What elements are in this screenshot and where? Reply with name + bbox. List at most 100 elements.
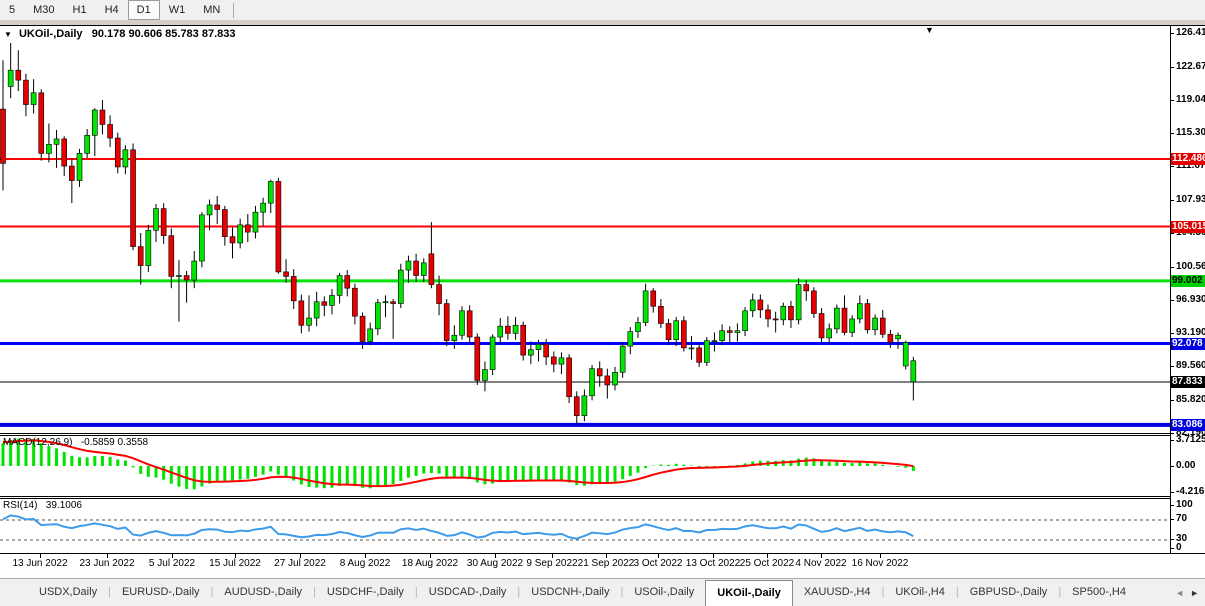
rsi-indicator-chart[interactable] <box>0 499 1170 553</box>
tab-usdchfdaily[interactable]: USDCHF-,Daily <box>326 586 404 598</box>
timeframe-button-h4[interactable]: H4 <box>104 4 119 16</box>
candle-body <box>550 356 557 365</box>
timeframe-button-mn[interactable]: MN <box>203 4 221 16</box>
candle-body <box>428 253 435 285</box>
tab-separator: | <box>620 586 624 598</box>
tab-usoildaily[interactable]: USOil-,Daily <box>634 586 695 598</box>
tab-ukoilh4[interactable]: UKOil-,H4 <box>895 586 945 598</box>
candle-body <box>772 318 779 321</box>
chart-symbol-label: UKOil-,Daily <box>18 28 83 40</box>
candle-body <box>719 330 725 341</box>
candle-body <box>443 303 450 341</box>
candle-body <box>734 330 741 333</box>
rsi-panel-top-border[interactable] <box>0 498 1170 499</box>
macd-axis-tick <box>1170 492 1174 493</box>
candle-body <box>329 295 335 306</box>
tab-ukoildaily[interactable]: UKOil-,Daily <box>705 580 793 606</box>
tab-separator: | <box>881 586 885 598</box>
candle-body <box>543 343 549 358</box>
candle-body <box>229 236 236 244</box>
rsi-axis-tick <box>1170 519 1174 520</box>
candle-body <box>30 92 37 105</box>
candle-body <box>420 262 427 276</box>
candle-body <box>482 369 488 381</box>
price-tick-mark <box>1170 33 1174 34</box>
candle-body <box>160 208 167 237</box>
price-level-badge: 105.015 <box>1171 220 1205 233</box>
price-tick-mark <box>1170 299 1174 301</box>
timeframe-button-d1[interactable]: D1 <box>127 0 160 20</box>
price-tick-mark <box>1170 400 1174 402</box>
chart-top-border <box>0 25 1205 26</box>
tab-usdxdaily[interactable]: USDX,Daily <box>39 586 98 598</box>
tab-usdcaddaily[interactable]: USDCAD-,Daily <box>428 586 507 598</box>
candle-body <box>176 275 182 277</box>
tab-gbpusddaily[interactable]: GBPUSD-,Daily <box>969 586 1048 598</box>
tab-scroll-right-icon[interactable]: ► <box>1190 588 1199 598</box>
candle-body <box>726 330 733 333</box>
candle-body <box>252 211 259 233</box>
price-tick-mark <box>1170 433 1174 434</box>
price-level-badge: 87.833 <box>1171 375 1205 388</box>
rsi-axis-label: 70 <box>1176 513 1188 524</box>
candle-body <box>237 224 243 244</box>
candle-body <box>910 360 917 383</box>
price-tick-label: 119.040 <box>1176 93 1205 105</box>
chart-shift-marker-icon[interactable]: ▼ <box>925 25 934 35</box>
tab-xauusdh4[interactable]: XAUUSD-,H4 <box>803 586 871 598</box>
candle-body <box>497 325 504 338</box>
date-label: 4 Nov 2022 <box>795 558 847 569</box>
candle-body <box>84 135 90 154</box>
candlestick-chart[interactable] <box>0 26 1170 433</box>
date-tick-mark <box>235 554 236 558</box>
timeframe-button-w1[interactable]: W1 <box>168 4 186 16</box>
price-tick-label: 100.560 <box>1176 260 1205 272</box>
tab-separator: | <box>955 586 959 598</box>
candle-body <box>168 235 175 277</box>
tab-eurusddaily[interactable]: EURUSD-,Daily <box>121 586 200 598</box>
candle-body <box>665 323 672 341</box>
candle-body <box>642 290 649 323</box>
candle-body <box>222 209 228 237</box>
timeframe-toolbar: 5 M30 H1 H4 D1 W1 MN <box>0 0 1205 20</box>
macd-label: MACD(12,26,9) -0.5859 0.3558 <box>3 437 149 448</box>
rsi-axis-label: 0 <box>1176 542 1182 553</box>
candle-body <box>38 92 45 154</box>
timeframe-button-m30[interactable]: M30 <box>33 4 55 16</box>
candle-body <box>650 290 657 307</box>
tab-usdcnhdaily[interactable]: USDCNH-,Daily <box>531 586 610 598</box>
tab-separator: | <box>108 586 111 598</box>
tab-scroll-left-icon[interactable]: ◄ <box>1175 588 1185 598</box>
tab-audusddaily[interactable]: AUDUSD-,Daily <box>224 586 303 598</box>
candle-body <box>856 303 863 320</box>
candle-body <box>46 144 52 154</box>
candle-body <box>872 317 878 331</box>
price-tick-mark <box>1170 133 1174 135</box>
timeframe-button-5[interactable]: 5 <box>9 4 16 16</box>
macd-panel-top-border[interactable] <box>0 435 1170 436</box>
price-tick-label: 82.190 <box>1176 427 1205 438</box>
date-tick-mark <box>767 554 768 558</box>
candle-body <box>336 275 343 296</box>
candle-body <box>61 138 68 167</box>
macd-axis-label: 0.00 <box>1176 460 1196 471</box>
candle-body <box>581 395 588 417</box>
candle-body <box>841 307 848 333</box>
tab-sp500h4[interactable]: SP500-,H4 <box>1072 586 1126 598</box>
candle-body <box>788 305 794 321</box>
timeframe-button-h1[interactable]: H1 <box>72 4 87 16</box>
tab-separator: | <box>414 586 418 598</box>
candle-body <box>397 269 404 304</box>
price-tick-mark <box>1170 333 1174 335</box>
macd-axis-label: -4.2165 <box>1176 486 1205 497</box>
price-tick-mark <box>1170 166 1174 168</box>
date-tick-mark <box>880 554 881 558</box>
rsi-axis-tick <box>1170 539 1174 540</box>
candle-body <box>114 137 121 168</box>
macd-signal-line <box>2 439 914 488</box>
date-tick-mark <box>365 554 366 558</box>
candle-body <box>53 138 60 145</box>
date-label: 15 Jul 2022 <box>209 558 261 569</box>
macd-indicator-chart[interactable] <box>0 436 1170 496</box>
